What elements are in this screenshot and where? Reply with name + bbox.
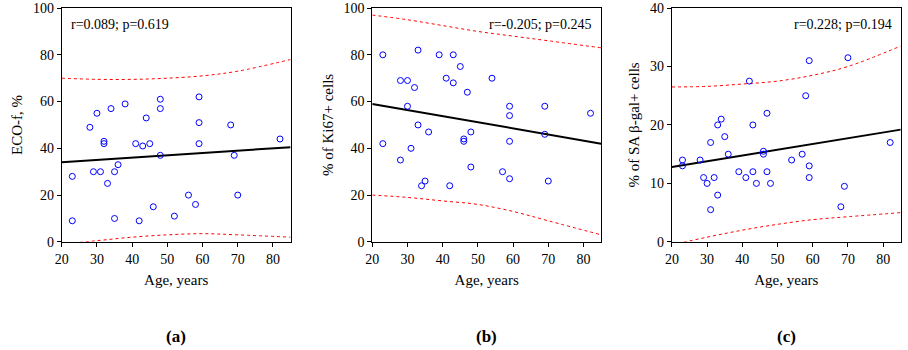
svg-text:r=0.228; p=0.194: r=0.228; p=0.194 — [794, 17, 892, 32]
svg-text:60: 60 — [350, 94, 364, 109]
svg-text:10: 10 — [650, 176, 664, 191]
svg-text:r=-0.205; p=0.245: r=-0.205; p=0.245 — [489, 17, 592, 32]
svg-text:70: 70 — [231, 252, 245, 267]
svg-text:20: 20 — [350, 188, 364, 203]
svg-text:40: 40 — [735, 252, 749, 267]
svg-text:40: 40 — [436, 252, 450, 267]
svg-text:ECO-f, %: ECO-f, % — [9, 95, 25, 155]
svg-text:70: 70 — [541, 252, 555, 267]
svg-text:20: 20 — [665, 252, 679, 267]
svg-text:100: 100 — [343, 1, 364, 16]
svg-text:20: 20 — [365, 252, 379, 267]
svg-text:40: 40 — [650, 1, 664, 16]
svg-text:r=0.089; p=0.619: r=0.089; p=0.619 — [71, 17, 169, 32]
svg-text:60: 60 — [40, 94, 54, 109]
svg-text:30: 30 — [650, 59, 664, 74]
svg-text:40: 40 — [350, 141, 364, 156]
svg-text:0: 0 — [657, 235, 664, 250]
svg-text:80: 80 — [40, 48, 54, 63]
svg-text:% of Ki67+ cells: % of Ki67+ cells — [320, 74, 336, 176]
svg-text:30: 30 — [90, 252, 104, 267]
svg-text:Age, years: Age, years — [754, 272, 818, 288]
svg-text:(c): (c) — [777, 327, 796, 346]
svg-text:% of SA β-gal+ cells: % of SA β-gal+ cells — [626, 62, 642, 187]
svg-text:80: 80 — [876, 252, 890, 267]
svg-text:50: 50 — [471, 252, 485, 267]
svg-text:30: 30 — [700, 252, 714, 267]
svg-text:20: 20 — [40, 188, 54, 203]
svg-text:(b): (b) — [476, 327, 497, 346]
svg-text:20: 20 — [55, 252, 69, 267]
svg-text:80: 80 — [266, 252, 280, 267]
svg-text:20: 20 — [650, 118, 664, 133]
svg-text:50: 50 — [771, 252, 785, 267]
svg-text:0: 0 — [47, 235, 54, 250]
svg-text:80: 80 — [350, 48, 364, 63]
svg-text:100: 100 — [33, 1, 54, 16]
svg-text:60: 60 — [506, 252, 520, 267]
svg-text:80: 80 — [576, 252, 590, 267]
svg-text:60: 60 — [806, 252, 820, 267]
svg-text:40: 40 — [125, 252, 139, 267]
svg-text:Age, years: Age, years — [144, 272, 208, 288]
svg-text:70: 70 — [841, 252, 855, 267]
svg-text:60: 60 — [196, 252, 210, 267]
svg-text:50: 50 — [160, 252, 174, 267]
svg-text:Age, years: Age, years — [455, 272, 519, 288]
svg-text:(a): (a) — [166, 327, 186, 346]
svg-text:0: 0 — [357, 235, 364, 250]
svg-text:40: 40 — [40, 141, 54, 156]
svg-text:30: 30 — [400, 252, 414, 267]
